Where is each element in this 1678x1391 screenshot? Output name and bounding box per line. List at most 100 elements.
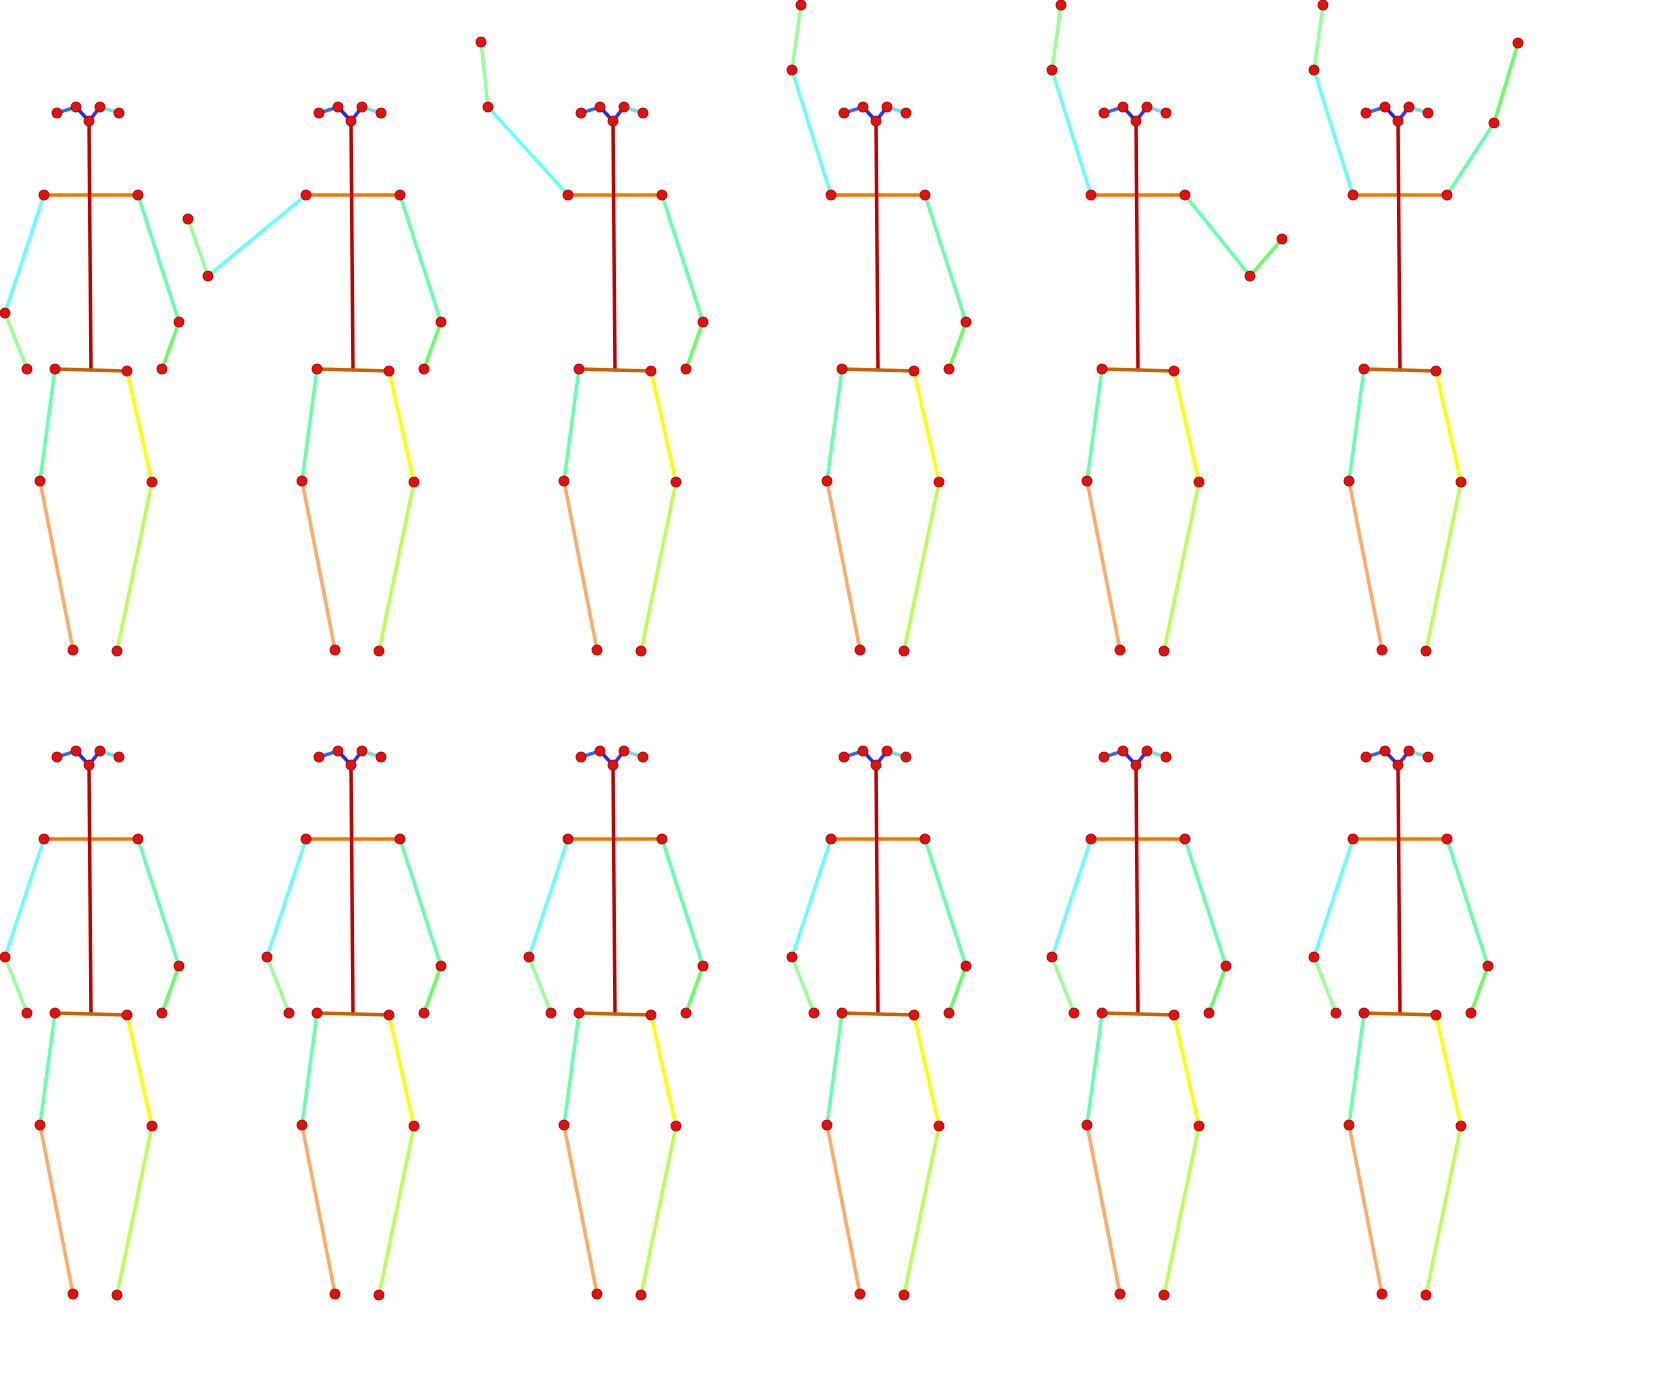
joint-shoulder-right [919,189,931,201]
joint-head-left [575,107,587,119]
bone-right-forearm [1469,964,1490,1015]
joint-wrist-right [1276,233,1288,245]
bone-hips [1100,1011,1176,1017]
joint-knee-right [408,476,420,488]
bone-left-shin [562,479,599,652]
joint-ankle-right [898,1289,910,1301]
bone-right-shin [1162,480,1201,653]
joint-ear-right [1141,745,1153,757]
bone-right-forearm [422,964,443,1015]
bone-left-forearm [527,955,553,1015]
bone-hips [1362,367,1438,373]
joint-elbow-left [1046,64,1058,76]
joint-knee-left [558,475,570,487]
joint-ear-right [94,745,106,757]
bone-left-thigh [825,1011,844,1127]
joint-ankle-left [854,1288,866,1300]
joint-elbow-right [435,960,447,972]
bone-left-thigh [562,367,581,483]
bone-right-shin [1424,480,1463,653]
joint-wrist-left [475,36,487,48]
joint-hip-left [836,363,848,375]
joint-knee-right [933,476,945,488]
bone-right-shin [377,1124,416,1297]
joint-hip-right [908,365,920,377]
joint-wrist-left [545,1007,557,1019]
bone-left-forearm [1050,3,1063,72]
skeleton-figure-8 [261,745,447,1301]
bone-spine [87,119,93,372]
bone-hips [840,367,916,373]
joint-wrist-right [418,1007,430,1019]
joint-ankle-left [1114,644,1126,656]
skeleton-figure-5 [1046,0,1288,657]
joint-ear-left [1379,101,1391,113]
skeleton-figure-3 [475,36,709,657]
joint-hip-left [1358,363,1370,375]
joint-head-left [1360,751,1372,763]
bone-right-thigh [1434,1013,1463,1128]
joint-ear-right [618,745,630,757]
joint-shoulder-right [1179,833,1191,845]
bone-left-upper-arm [1312,837,1355,959]
joint-ankle-right [111,1289,123,1301]
bone-right-shin [639,480,678,653]
joint-knee-right [933,1120,945,1132]
joint-knee-right [1193,1120,1205,1132]
joint-hip-left [1096,363,1108,375]
bone-left-shin [825,1123,862,1296]
joint-ankle-right [111,645,123,657]
joint-knee-left [34,1119,46,1131]
joint-shoulder-right [656,189,668,201]
bone-right-thigh [125,1013,154,1128]
joint-elbow-right [1482,960,1494,972]
bone-left-shin [1085,479,1122,652]
joint-wrist-right [1465,1007,1477,1019]
bone-right-upper-arm [398,837,443,968]
bone-left-thigh [825,367,844,483]
joint-head-left [51,751,63,763]
joint-nose [1130,115,1142,127]
bone-right-forearm [422,320,443,371]
skeleton-figure-12 [1308,745,1494,1301]
joint-ankle-left [329,1288,341,1300]
joint-elbow-left [202,270,214,282]
joint-knee-right [408,1120,420,1132]
bone-right-shin [115,1124,154,1297]
bone-left-upper-arm [206,193,308,278]
joint-hip-right [1168,1009,1180,1021]
joint-shoulder-right [1441,833,1453,845]
joint-shoulder-right [919,833,931,845]
skeleton-figure-11 [1046,745,1232,1301]
joint-ear-left [1117,745,1129,757]
bone-left-upper-arm [3,193,46,315]
bone-hips [840,1011,916,1017]
joint-ear-left [70,101,82,113]
joint-hip-right [1430,1009,1442,1021]
joint-ankle-right [1420,1289,1432,1301]
joint-shoulder-right [656,833,668,845]
joint-wrist-right [418,363,430,375]
joint-knee-left [1343,475,1355,487]
bone-right-thigh [1172,1013,1201,1128]
joint-elbow-right [960,960,972,972]
bone-right-upper-arm [136,837,181,968]
joint-ankle-left [329,644,341,656]
joint-ear-left [594,745,606,757]
joint-hip-left [1096,1007,1108,1019]
bone-spine [611,119,617,372]
bone-left-upper-arm [3,837,46,959]
joint-wrist-right [1203,1007,1215,1019]
joint-ankle-left [67,1288,79,1300]
joint-ear-left [857,101,869,113]
bone-left-thigh [38,367,57,483]
joint-elbow-left [482,101,494,113]
joint-ear-left [70,745,82,757]
joint-ankle-left [1376,1288,1388,1300]
joint-shoulder-left [300,189,312,201]
bone-right-forearm [947,320,968,371]
joint-wrist-right [156,363,168,375]
joint-head-left [313,751,325,763]
joint-shoulder-left [1085,189,1097,201]
joint-knee-right [1455,1120,1467,1132]
